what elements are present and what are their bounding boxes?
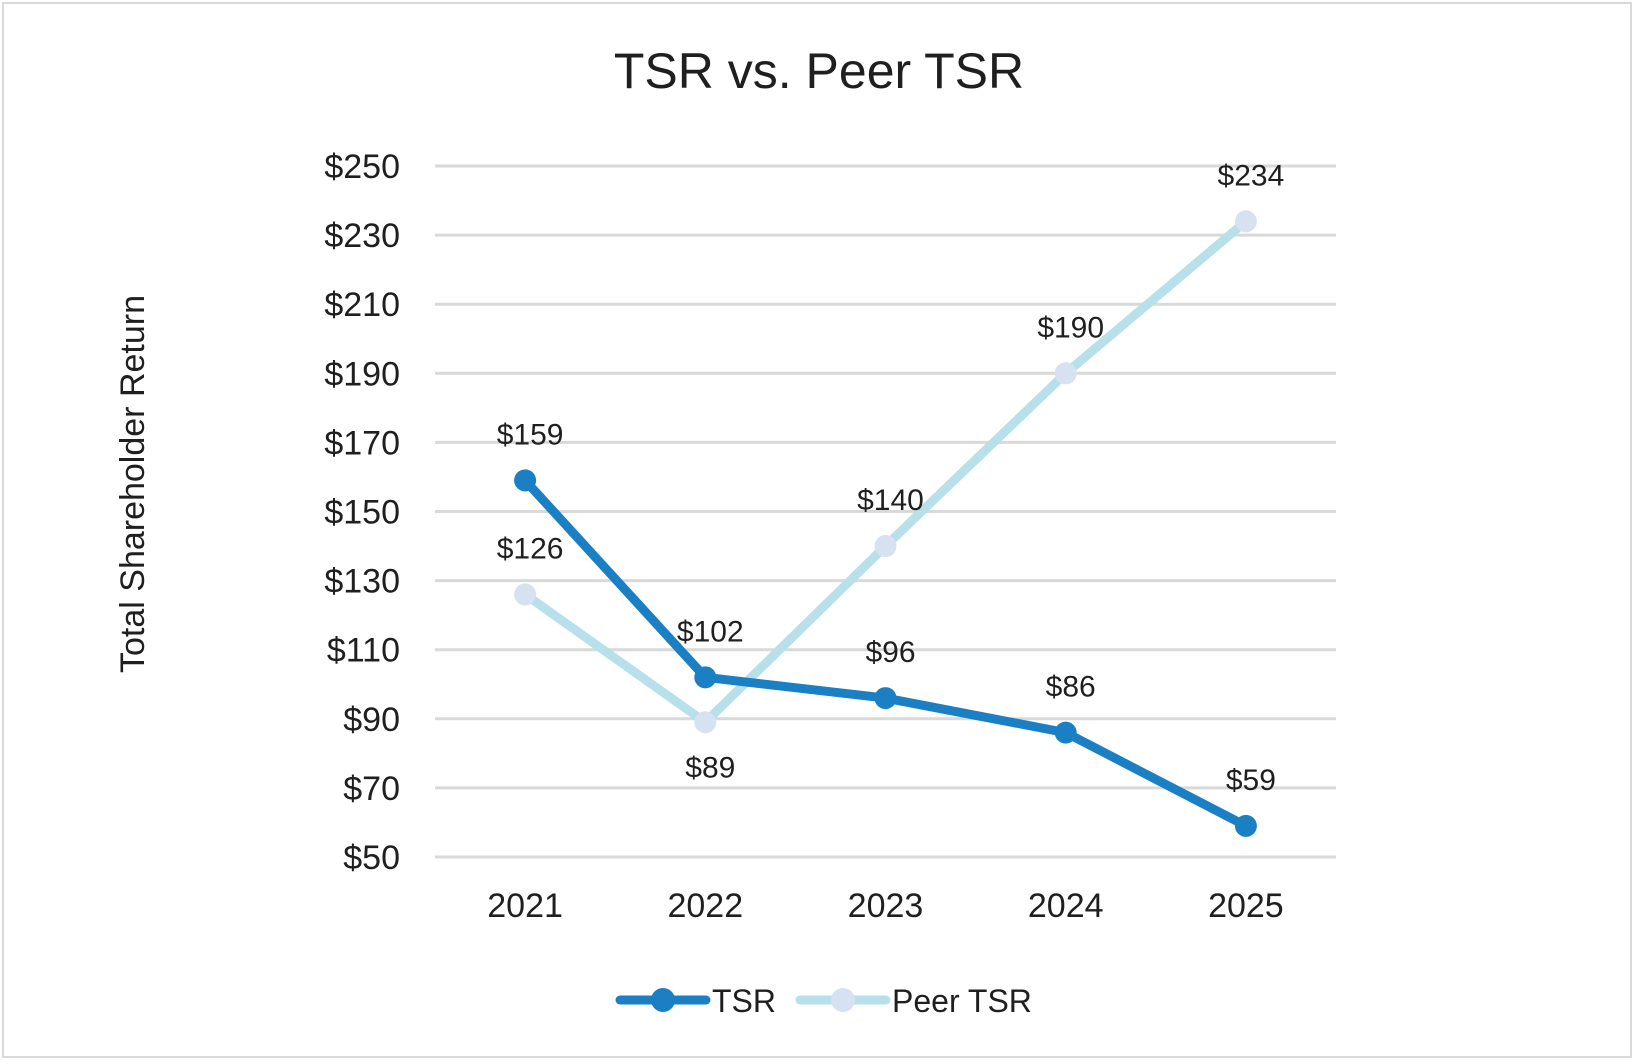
peer-tsr-point	[514, 583, 537, 606]
y-tick-label: $130	[324, 563, 400, 601]
legend-peer-tsr-marker	[831, 988, 855, 1012]
tsr-point	[1054, 721, 1077, 744]
peer-tsr-data-label: $190	[1037, 311, 1104, 344]
tsr-point	[1234, 814, 1257, 837]
y-axis-ticks: $50 $70 $90 $110 $130 $150 $170 $190 $210 $230 $25…	[324, 148, 400, 877]
peer-tsr-data-label: $234	[1218, 159, 1285, 192]
x-tick-label: 2025	[1208, 887, 1284, 925]
series-lines	[514, 210, 1257, 837]
x-axis-ticks: 2021 2022 2023 2024 2025	[487, 887, 1283, 925]
peer-tsr-data-label: $126	[497, 532, 564, 565]
legend: TSR Peer TSR	[615, 983, 1032, 1019]
peer-tsr-point	[1054, 362, 1077, 385]
peer-tsr-point	[694, 711, 717, 734]
y-axis-label: Total Shareholder Return	[114, 295, 152, 673]
y-tick-label: $190	[324, 355, 400, 393]
tsr-point	[694, 666, 717, 689]
peer-tsr-data-label: $89	[685, 751, 735, 784]
tsr-data-label: $59	[1226, 764, 1276, 797]
gridlines	[435, 164, 1336, 859]
legend-peer-tsr-label: Peer TSR	[892, 983, 1032, 1019]
y-tick-label: $50	[343, 839, 400, 877]
x-tick-label: 2022	[667, 887, 743, 925]
tsr-point	[874, 687, 897, 710]
y-tick-label: $70	[343, 770, 400, 808]
tsr-point	[514, 469, 537, 492]
tsr-data-label: $86	[1046, 671, 1096, 704]
peer-tsr-data-label: $140	[857, 484, 924, 517]
x-tick-label: 2024	[1028, 887, 1104, 925]
legend-tsr-marker	[651, 988, 675, 1012]
data-labels: $159 $102 $96 $86 $59 $126 $89 $140 $190 $234	[497, 159, 1285, 797]
x-tick-label: 2021	[487, 887, 563, 925]
legend-tsr-label: TSR	[712, 983, 776, 1019]
tsr-data-label: $96	[865, 636, 915, 669]
peer-tsr-point	[1234, 210, 1257, 233]
y-tick-label: $170	[324, 424, 400, 462]
y-tick-label: $90	[343, 701, 400, 739]
y-tick-label: $150	[324, 494, 400, 532]
tsr-data-label: $102	[677, 615, 744, 648]
y-tick-label: $210	[324, 286, 400, 324]
peer-tsr-point	[874, 535, 897, 558]
y-tick-label: $250	[324, 148, 400, 186]
x-tick-label: 2023	[848, 887, 924, 925]
y-tick-label: $230	[324, 217, 400, 255]
chart-title: TSR vs. Peer TSR	[614, 43, 1024, 99]
tsr-data-label: $159	[497, 418, 564, 451]
y-tick-label: $110	[327, 632, 400, 670]
